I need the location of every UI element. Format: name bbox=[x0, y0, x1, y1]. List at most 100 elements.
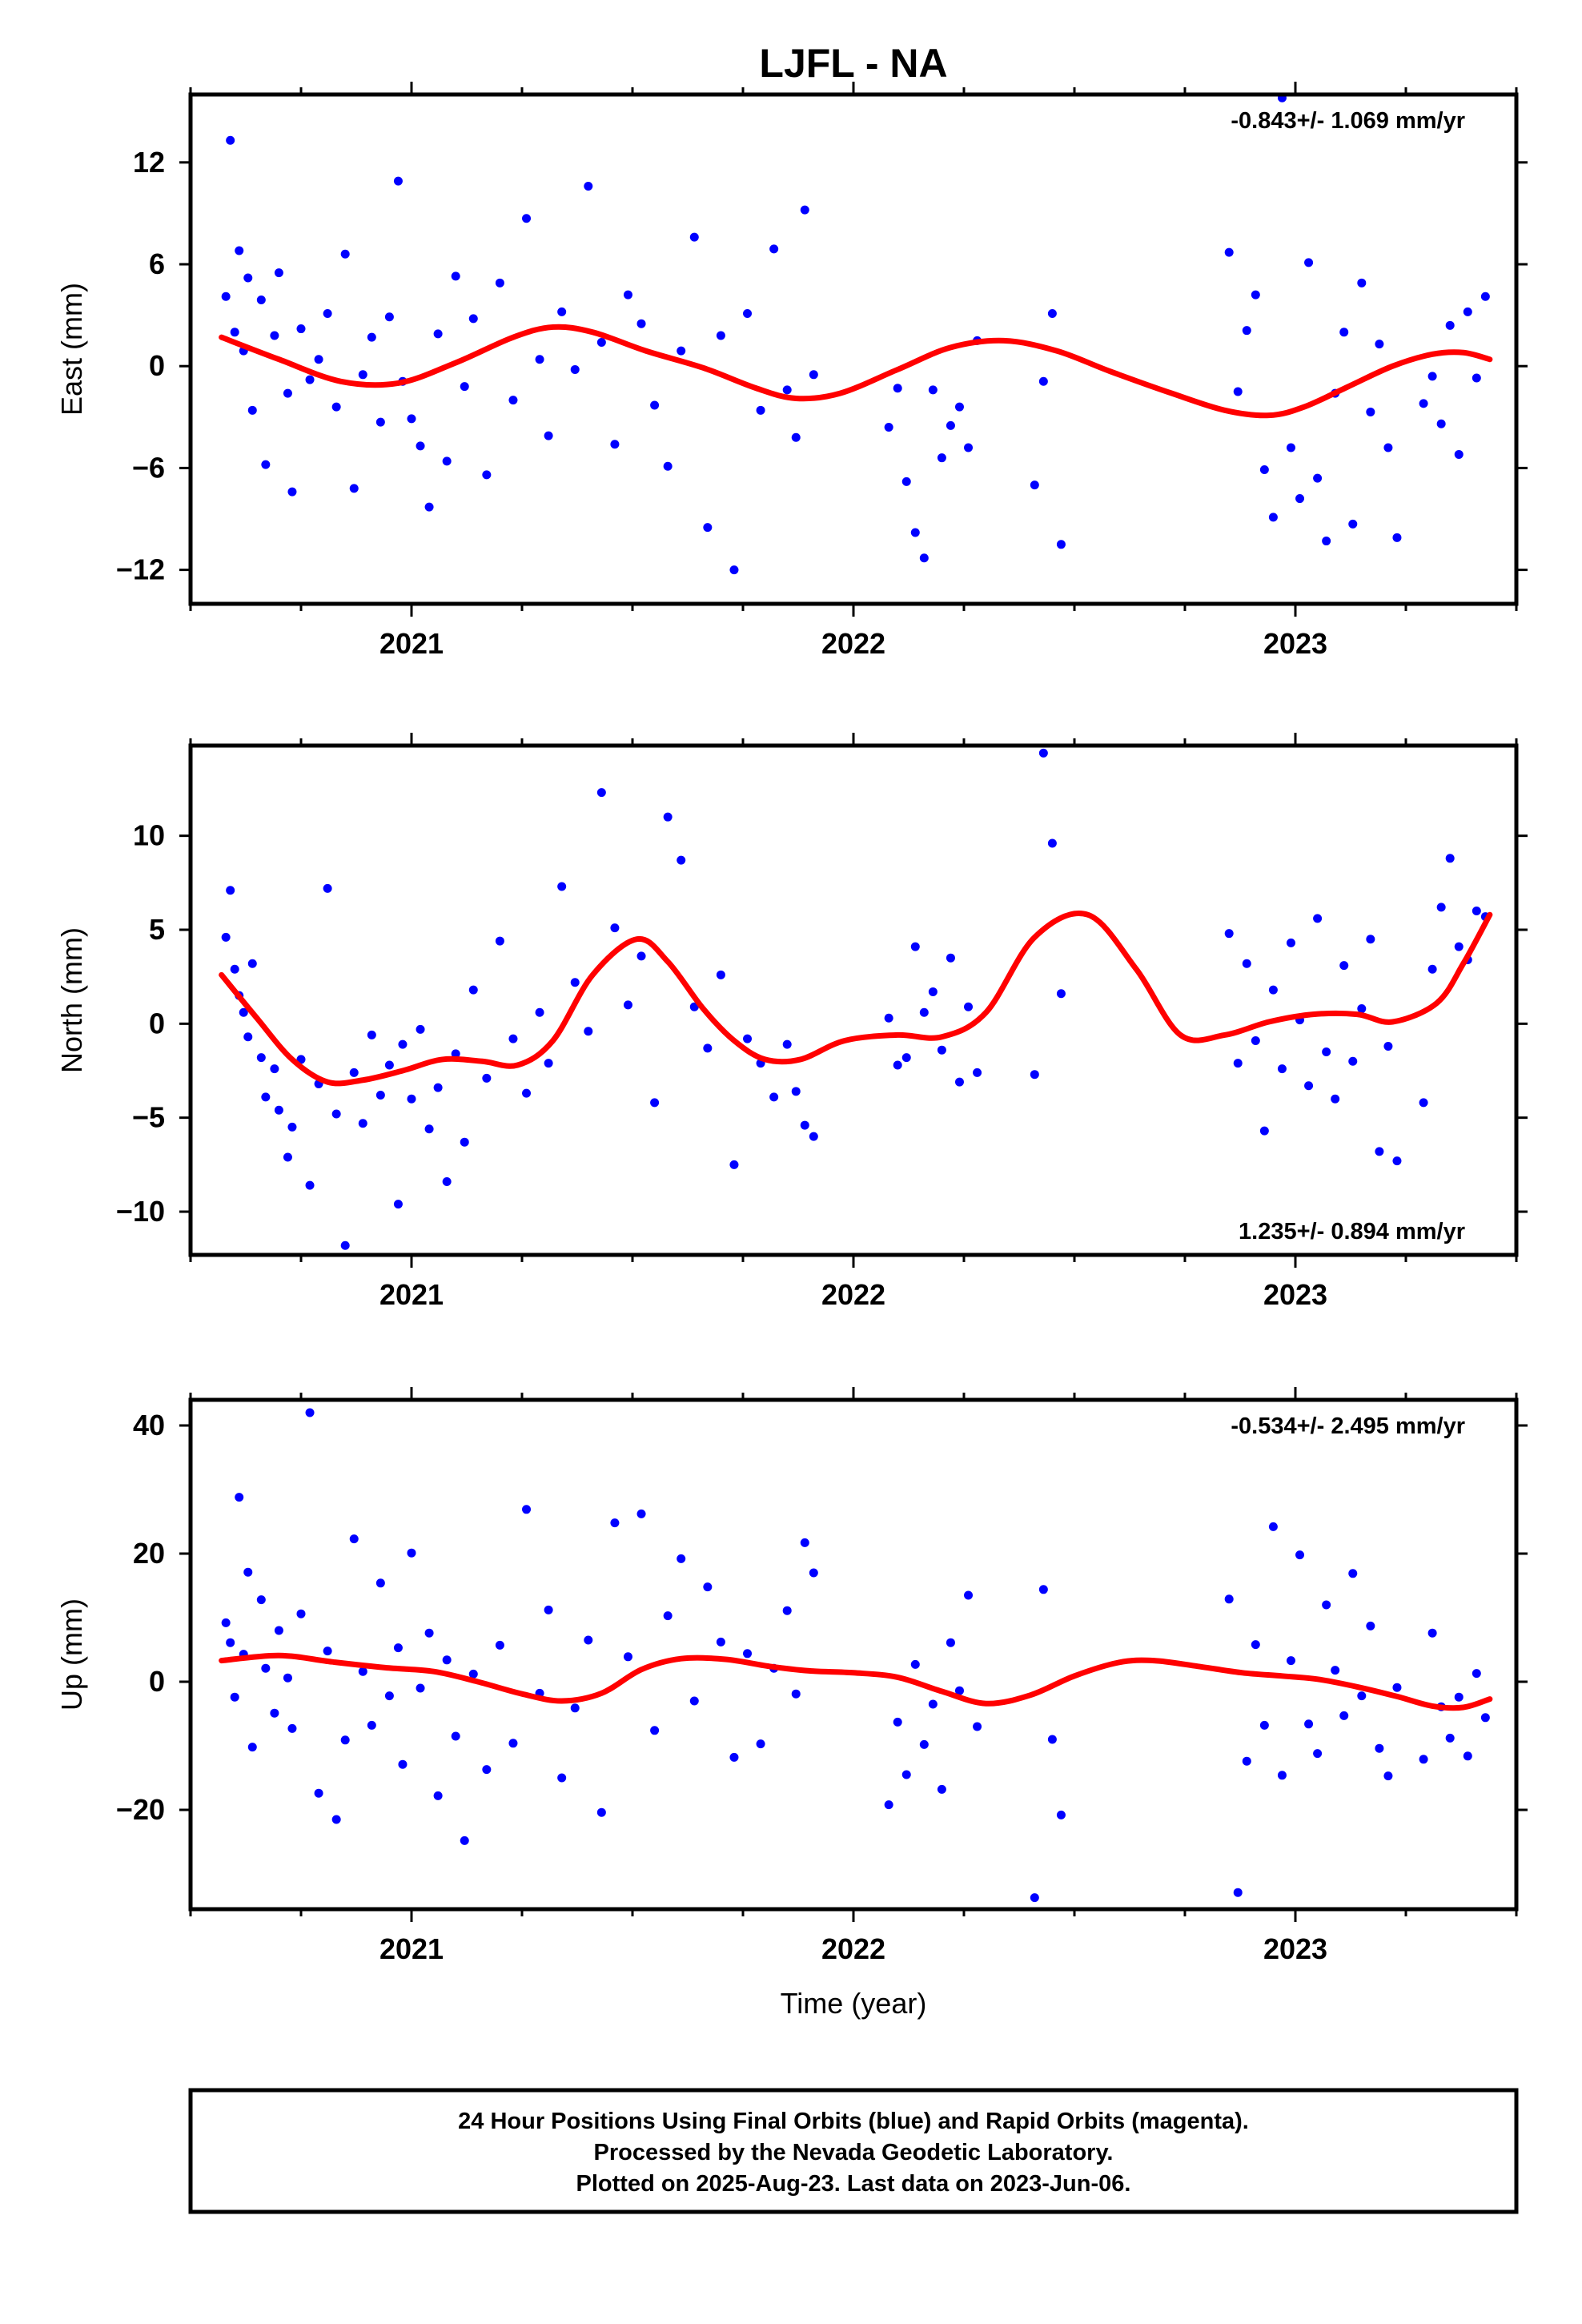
data-point bbox=[1233, 1888, 1243, 1897]
footnote-line-2: Processed by the Nevada Geodetic Laborat… bbox=[594, 2140, 1114, 2165]
data-point bbox=[716, 1637, 725, 1647]
data-point bbox=[1419, 1755, 1428, 1764]
data-point bbox=[367, 332, 376, 342]
data-point bbox=[756, 1739, 765, 1749]
data-point bbox=[650, 1726, 660, 1735]
x-tick-label: 2021 bbox=[379, 1932, 444, 1965]
data-point bbox=[460, 382, 469, 392]
data-point bbox=[235, 246, 244, 255]
data-point bbox=[424, 502, 434, 512]
data-point bbox=[367, 1720, 376, 1730]
data-point bbox=[623, 1000, 632, 1010]
data-point bbox=[261, 460, 271, 469]
data-point bbox=[689, 1696, 699, 1706]
data-point bbox=[495, 1640, 504, 1650]
data-point bbox=[584, 181, 593, 191]
data-point bbox=[809, 1568, 818, 1578]
data-point bbox=[367, 1030, 376, 1039]
x-tick-label: 2023 bbox=[1263, 1932, 1327, 1965]
data-point bbox=[239, 1007, 248, 1017]
data-point bbox=[358, 1119, 367, 1128]
data-point bbox=[1419, 1098, 1428, 1108]
data-point bbox=[743, 1649, 753, 1659]
data-point bbox=[340, 249, 350, 259]
data-point bbox=[910, 528, 920, 537]
data-point bbox=[1375, 340, 1384, 349]
data-point bbox=[623, 290, 632, 300]
data-point bbox=[495, 278, 504, 287]
plot-area-north bbox=[219, 748, 1493, 1250]
y-tick-label: −10 bbox=[116, 1195, 165, 1228]
data-point bbox=[1339, 328, 1349, 337]
data-point bbox=[256, 1053, 266, 1063]
data-point bbox=[283, 1673, 292, 1683]
data-point bbox=[1383, 443, 1393, 452]
data-point bbox=[1419, 399, 1428, 408]
data-point bbox=[1480, 1713, 1490, 1723]
data-point bbox=[1427, 372, 1437, 381]
data-point bbox=[424, 1124, 434, 1134]
data-point bbox=[482, 1073, 492, 1083]
data-point bbox=[460, 1835, 469, 1845]
data-point bbox=[973, 1722, 982, 1731]
data-point bbox=[1339, 961, 1349, 971]
data-point bbox=[522, 1088, 532, 1098]
data-point bbox=[274, 1626, 283, 1635]
data-point bbox=[1224, 929, 1234, 939]
data-point bbox=[283, 388, 292, 398]
data-point bbox=[375, 417, 385, 427]
data-point bbox=[451, 1049, 460, 1059]
data-point bbox=[623, 1652, 632, 1662]
data-point bbox=[954, 1077, 964, 1087]
data-point bbox=[1056, 540, 1066, 549]
data-point bbox=[1480, 292, 1490, 301]
data-point bbox=[557, 1773, 567, 1783]
data-point bbox=[1454, 449, 1464, 459]
data-point bbox=[1454, 1692, 1464, 1702]
data-point bbox=[800, 1120, 809, 1130]
y-tick-label: −6 bbox=[132, 451, 165, 484]
data-point bbox=[349, 484, 359, 493]
data-point bbox=[1445, 320, 1455, 330]
y-tick-label: −12 bbox=[116, 553, 165, 586]
data-point bbox=[937, 1045, 946, 1055]
data-point bbox=[1242, 326, 1251, 336]
data-point bbox=[416, 441, 425, 451]
data-point bbox=[508, 396, 518, 405]
y-tick-label: 5 bbox=[149, 913, 165, 946]
data-point bbox=[393, 176, 403, 186]
data-point bbox=[954, 402, 964, 412]
x-tick-label: 2022 bbox=[821, 1278, 885, 1311]
data-point bbox=[331, 1109, 341, 1119]
data-point bbox=[261, 1092, 271, 1102]
data-point bbox=[305, 1180, 315, 1190]
y-axis-label: Up (mm) bbox=[55, 1598, 88, 1711]
data-point bbox=[468, 314, 478, 324]
x-axis-label: Time (year) bbox=[781, 1987, 927, 2020]
x-tick-label: 2022 bbox=[821, 1932, 885, 1965]
data-point bbox=[442, 456, 452, 466]
data-point bbox=[800, 205, 809, 215]
data-point bbox=[1472, 1669, 1481, 1679]
data-point bbox=[393, 1643, 403, 1653]
data-point bbox=[1233, 387, 1243, 396]
data-point bbox=[544, 1605, 553, 1614]
data-point bbox=[884, 1800, 893, 1810]
data-point bbox=[416, 1024, 425, 1034]
data-point bbox=[416, 1683, 425, 1693]
data-point bbox=[954, 1686, 964, 1695]
data-point bbox=[973, 1068, 982, 1077]
x-tick-label: 2023 bbox=[1263, 1278, 1327, 1311]
rate-annotation: -0.534+/- 2.495 mm/yr bbox=[1231, 1413, 1465, 1439]
plot-frame bbox=[188, 743, 1519, 1257]
data-point bbox=[1233, 1059, 1243, 1068]
data-point bbox=[677, 346, 686, 356]
data-point bbox=[677, 855, 686, 865]
x-tick-label: 2021 bbox=[379, 627, 444, 660]
data-point bbox=[442, 1176, 452, 1186]
data-point bbox=[407, 414, 416, 424]
data-point bbox=[535, 1007, 544, 1017]
y-tick-label: 0 bbox=[149, 1007, 165, 1039]
data-point bbox=[937, 453, 946, 463]
y-tick-label: −5 bbox=[132, 1101, 165, 1134]
